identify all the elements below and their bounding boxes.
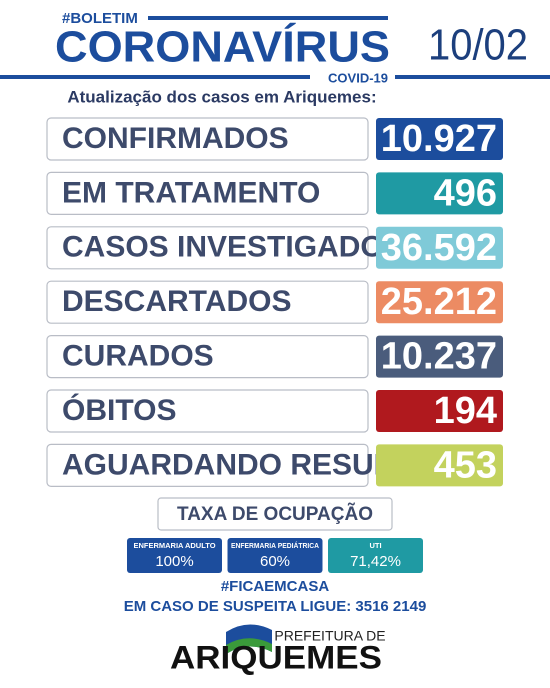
row-value-box (376, 226, 503, 269)
row-value-box (376, 281, 503, 324)
row-value: 496 (434, 172, 497, 214)
row-label: EM TRATAMENTO (62, 176, 320, 209)
row-value-box (376, 444, 503, 487)
occupancy-items: ENFERMARIA ADULTO 100% ENFERMARIA PEDIÁTRI… (127, 538, 423, 573)
occupancy-item-box (227, 538, 323, 573)
hashtag: #FICAEMCASA (221, 578, 330, 595)
row-label-box (46, 226, 369, 270)
occupancy-box (157, 497, 393, 531)
row-label-box (46, 117, 369, 161)
occupancy-item-label: ENFERMARIA PEDIÁTRICA (231, 541, 320, 550)
row-label: ÓBITOS (62, 393, 176, 427)
date: 10/02 (428, 21, 528, 70)
row-value: 194 (434, 390, 497, 432)
occupancy-item-label: ENFERMARIA ADULTO (133, 541, 215, 550)
row-value-box (376, 335, 503, 378)
phone-note: EM CASO DE SUSPEITA LIGUE: 3516 2149 (124, 598, 427, 615)
row-label-box (46, 280, 369, 324)
occupancy-item-box (328, 538, 423, 573)
logo-name: ARIQUEMES (170, 639, 382, 675)
rows: CONFIRMADOS 10.927 EM TRATAMENTO 496 CASOS I… (46, 117, 503, 487)
occupancy-item-box (127, 538, 222, 573)
logo-flag-stripe (226, 638, 272, 654)
intro: Atualização dos casos em Ariquemes: (67, 87, 376, 106)
row-value: 10.237 (381, 336, 497, 378)
occupancy-item-value: 60% (260, 553, 290, 570)
row-label-box (46, 443, 369, 487)
row-label-box (46, 171, 369, 215)
occupancy-title: TAXA DE OCUPAÇÃO (177, 503, 373, 525)
title: CORONAVÍRUS (55, 22, 390, 72)
row-value: 453 (434, 444, 497, 486)
row-value: 36.592 (381, 227, 497, 269)
occupancy-item-value: 71,42% (350, 553, 401, 570)
logo-top: PREFEITURA DE (274, 628, 385, 644)
row-label-box (46, 335, 369, 379)
row-label: CASOS INVESTIGADOS (62, 231, 404, 264)
row-value-box (376, 118, 503, 160)
subtitle: COVID-19 (328, 70, 388, 85)
row-label: DESCARTADOS (62, 285, 291, 318)
tag: #BOLETIM (62, 10, 138, 27)
occupancy-item-value: 100% (155, 553, 193, 570)
row-value: 10.927 (381, 118, 497, 160)
row-label-box (46, 389, 369, 433)
row-label: CURADOS (62, 340, 214, 373)
row-label: CONFIRMADOS (62, 122, 289, 155)
row-value-box (376, 390, 503, 432)
occupancy-item-label: UTI (369, 541, 381, 550)
row-value-box (376, 172, 503, 215)
row-value: 25.212 (381, 281, 497, 323)
